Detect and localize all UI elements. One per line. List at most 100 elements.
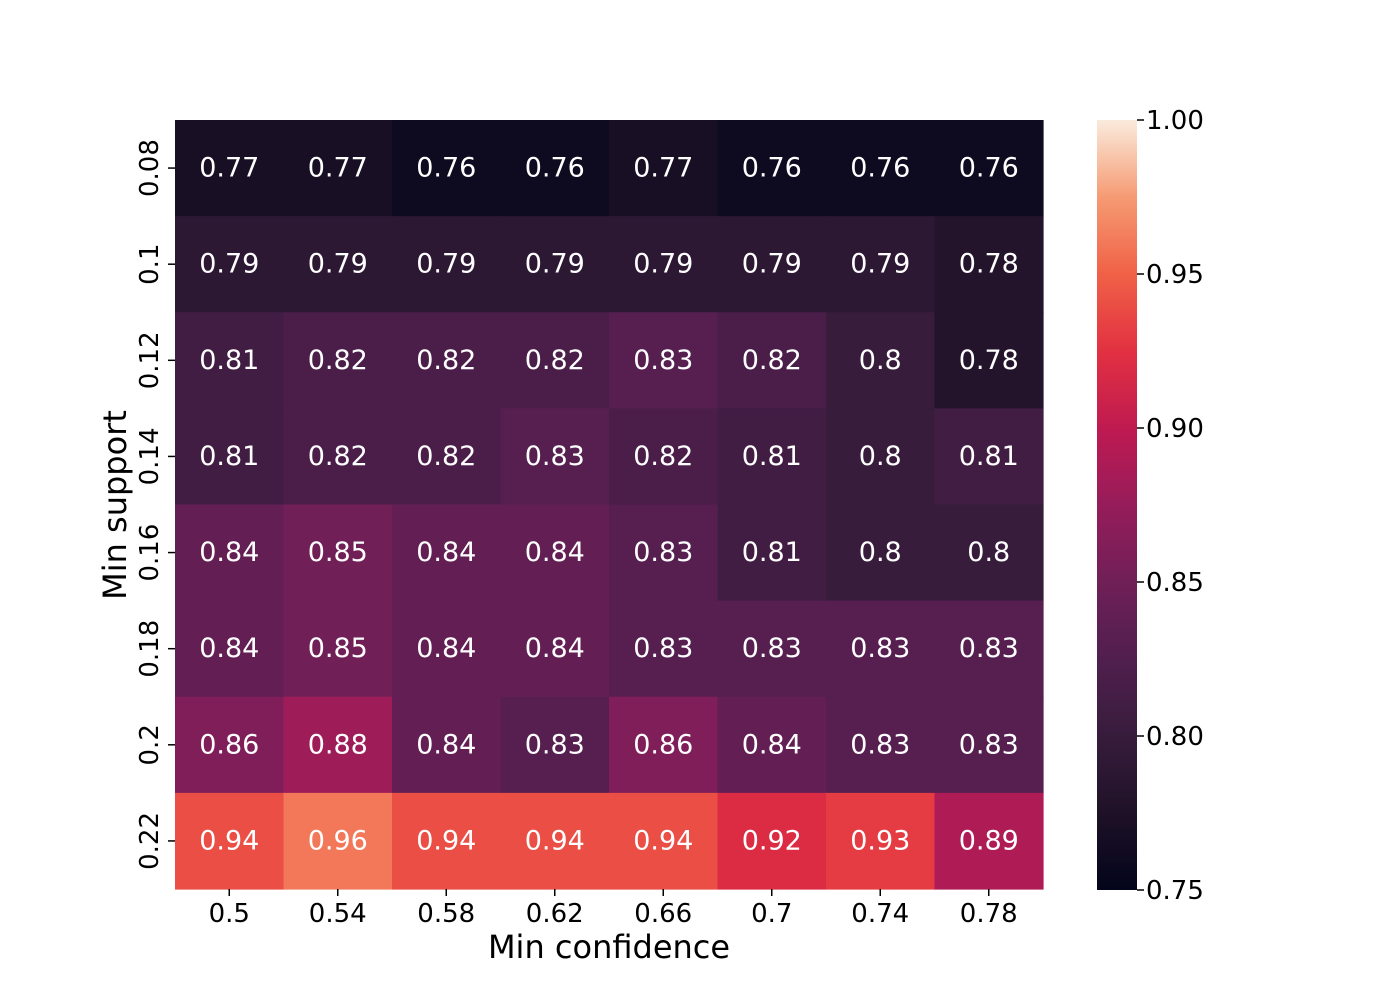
cell-value-label: 0.89 (959, 825, 1019, 856)
cell-value-label: 0.84 (416, 729, 476, 760)
cell-value-label: 0.83 (525, 441, 585, 472)
heatmap-cell (717, 312, 827, 409)
heatmap-cell (500, 312, 610, 409)
heatmap-cell (934, 600, 1044, 698)
colorbar-tick-label: 0.80 (1146, 722, 1204, 752)
heatmap-cell (934, 120, 1044, 217)
heatmap-cell (826, 312, 936, 409)
heatmap-cell (283, 696, 393, 794)
heatmap-cell (392, 696, 502, 794)
heatmap-cell (609, 696, 719, 794)
heatmap-cell (717, 504, 827, 602)
cell-value-label: 0.8 (859, 441, 902, 472)
heatmap-cell (392, 216, 502, 313)
cell-value-label: 0.86 (199, 729, 259, 760)
heatmap-cell-labels: 0.77 0.77 0.76 0.76 0.77 0.76 0.76 0.76 0.79 0.79… (199, 153, 1019, 857)
cell-value-label: 0.83 (742, 633, 802, 664)
heatmap-cell (609, 216, 719, 313)
y-tick-label: 0.14 (135, 427, 165, 485)
x-tick-label: 0.74 (851, 899, 909, 929)
colorbar-tick-label: 1.00 (1146, 106, 1204, 136)
cell-value-label: 0.79 (199, 249, 259, 280)
heatmap-cell (175, 696, 285, 794)
heatmap-cell (500, 600, 610, 698)
x-tick-label: 0.66 (634, 899, 692, 929)
cell-value-label: 0.83 (959, 729, 1019, 760)
heatmap-cell (934, 792, 1044, 890)
y-axis-label: Min support (96, 410, 134, 600)
x-tick-label: 0.78 (960, 899, 1018, 929)
cell-value-label: 0.94 (633, 825, 693, 856)
cell-value-label: 0.81 (199, 345, 259, 376)
colorbar-tick-label: 0.75 (1146, 876, 1204, 906)
cell-value-label: 0.76 (850, 153, 910, 184)
cell-value-label: 0.77 (633, 153, 693, 184)
cell-value-label: 0.82 (416, 441, 476, 472)
y-tick-label: 0.08 (135, 139, 165, 197)
heatmap-cell (175, 792, 285, 890)
cell-value-label: 0.78 (959, 345, 1019, 376)
cell-value-label: 0.88 (308, 729, 368, 760)
cell-value-label: 0.84 (416, 633, 476, 664)
cell-value-label: 0.94 (525, 825, 585, 856)
heatmap-cell (175, 504, 285, 602)
heatmap-cell (826, 408, 936, 506)
cell-value-label: 0.8 (859, 537, 902, 568)
cell-value-label: 0.94 (416, 825, 476, 856)
cell-value-label: 0.83 (850, 729, 910, 760)
cell-value-label: 0.83 (850, 633, 910, 664)
x-tick-label: 0.7 (751, 899, 792, 929)
heatmap-cell (283, 312, 393, 409)
heatmap-cell (609, 792, 719, 890)
cell-value-label: 0.79 (850, 249, 910, 280)
cell-value-label: 0.76 (742, 153, 802, 184)
cell-value-label: 0.79 (308, 249, 368, 280)
heatmap-cell (717, 120, 827, 217)
heatmap-cell (826, 696, 936, 794)
heatmap-cell (717, 792, 827, 890)
heatmap-cell (826, 792, 936, 890)
cell-value-label: 0.83 (633, 633, 693, 664)
heatmap-cell (934, 216, 1044, 313)
cell-value-label: 0.83 (959, 633, 1019, 664)
heatmap-cell (609, 312, 719, 409)
x-tick-label: 0.5 (209, 899, 250, 929)
cell-value-label: 0.82 (308, 441, 368, 472)
heatmap-cell (175, 216, 285, 313)
cell-value-label: 0.85 (308, 537, 368, 568)
heatmap-cell (175, 600, 285, 698)
y-axis-ticks: 0.08 0.1 0.12 0.14 0.16 0.18 0.2 0.22 (135, 139, 175, 870)
heatmap-cell (283, 408, 393, 506)
x-tick-label: 0.54 (309, 899, 367, 929)
cell-value-label: 0.76 (959, 153, 1019, 184)
y-tick-label: 0.22 (135, 812, 165, 870)
cell-value-label: 0.81 (959, 441, 1019, 472)
y-tick-label: 0.12 (135, 331, 165, 389)
heatmap-cell (934, 696, 1044, 794)
cell-value-label: 0.77 (308, 153, 368, 184)
x-tick-label: 0.58 (417, 899, 475, 929)
heatmap-cell (283, 600, 393, 698)
cell-value-label: 0.81 (742, 441, 802, 472)
cell-value-label: 0.81 (742, 537, 802, 568)
cell-value-label: 0.83 (633, 537, 693, 568)
cell-value-label: 0.79 (416, 249, 476, 280)
heatmap-cell (283, 504, 393, 602)
heatmap-cell (826, 120, 936, 217)
cell-value-label: 0.83 (633, 345, 693, 376)
cell-value-label: 0.82 (742, 345, 802, 376)
cell-value-label: 0.84 (742, 729, 802, 760)
cell-value-label: 0.85 (308, 633, 368, 664)
cell-value-label: 0.83 (525, 729, 585, 760)
heatmap-cell (283, 792, 393, 890)
heatmap-cell (717, 600, 827, 698)
colorbar-tick-label: 0.90 (1146, 414, 1204, 444)
x-axis-label: Min confidence (488, 928, 730, 966)
heatmap-cell (934, 312, 1044, 409)
heatmap-cell (392, 504, 502, 602)
heatmap-cell (175, 408, 285, 506)
y-tick-label: 0.16 (135, 524, 165, 582)
colorbar-ticks: 0.75 0.80 0.85 0.90 0.95 1.00 (1137, 106, 1204, 906)
cell-value-label: 0.82 (308, 345, 368, 376)
